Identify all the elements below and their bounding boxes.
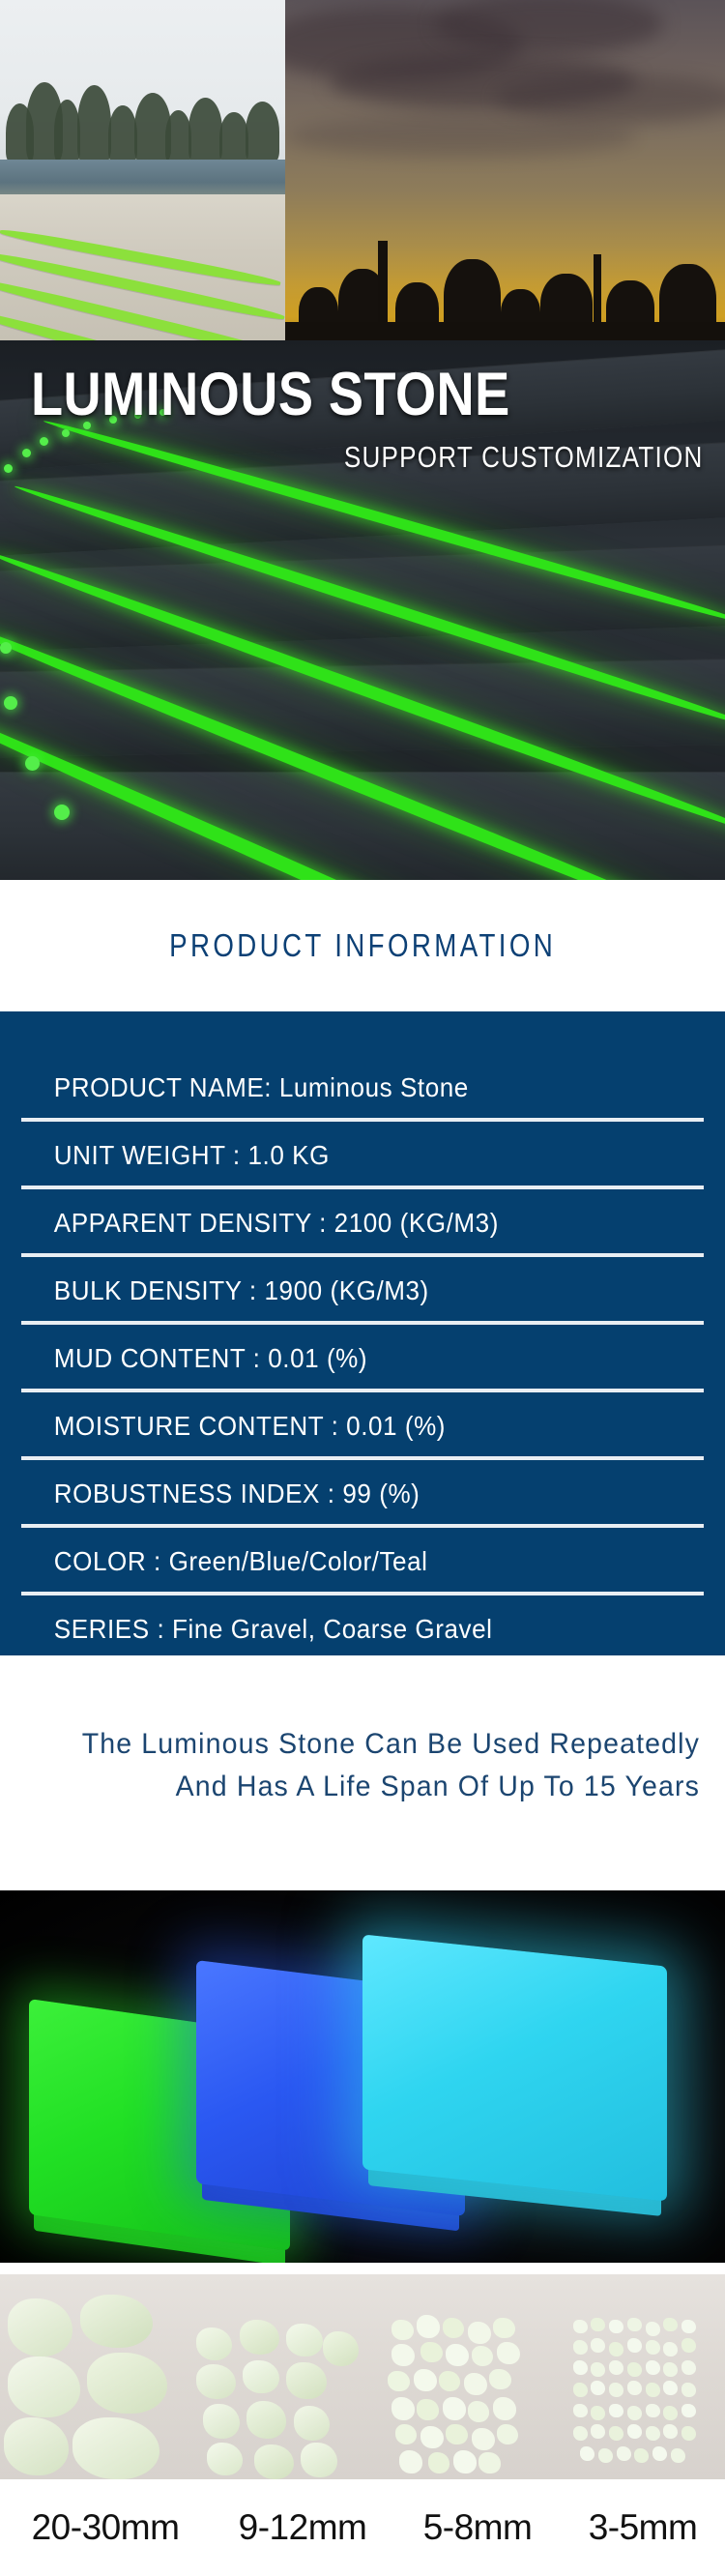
spec-moisture-content: MOISTURE CONTENT : 0.01 (%): [53, 1411, 447, 1441]
spec-bulk-density: BULK DENSITY : 1900 (KG/M3): [53, 1275, 429, 1305]
row-divider: [21, 1524, 704, 1528]
spec-row: MOISTURE CONTENT : 0.01 (%): [0, 1392, 725, 1460]
spec-color: COLOR : Green/Blue/Color/Teal: [53, 1546, 428, 1576]
spec-row: SERIES : Fine Gravel, Coarse Gravel: [0, 1595, 725, 1663]
row-divider: [21, 1389, 704, 1392]
tagline-text: The Luminous Stone Can Be Used Repeatedl…: [81, 1727, 700, 1802]
page-title: LUMINOUS STONE: [31, 361, 510, 428]
glowing-slabs-photo: [0, 1890, 725, 2263]
spec-row: ROBUSTNESS INDEX : 99 (%): [0, 1460, 725, 1528]
hero-banner: LUMINOUS STONE SUPPORT CUSTOMIZATION: [0, 0, 725, 880]
spec-row: BULK DENSITY : 1900 (KG/M3): [0, 1257, 725, 1325]
row-divider: [21, 1118, 704, 1122]
spec-row: APPARENT DENSITY : 2100 (KG/M3): [0, 1189, 725, 1257]
size-label-3-5mm: 3-5mm: [588, 2507, 698, 2547]
daytime-tree-line: [0, 74, 285, 163]
night-steps-photo: [0, 340, 725, 880]
size-labels-row: 20-30mm 9-12mm 5-8mm 3-5mm: [0, 2479, 725, 2576]
product-information-heading: PRODUCT INFORMATION: [0, 880, 725, 1011]
size-label-20-30mm: 20-30mm: [31, 2507, 180, 2547]
spec-row: UNIT WEIGHT : 1.0 KG: [0, 1122, 725, 1189]
row-divider: [21, 1253, 704, 1257]
teal-slab-face: [362, 1934, 667, 2201]
spec-unit-weight: UNIT WEIGHT : 1.0 KG: [53, 1140, 330, 1170]
size-label-5-8mm: 5-8mm: [422, 2507, 533, 2547]
size-label-9-12mm: 9-12mm: [238, 2507, 367, 2547]
spec-apparent-density: APPARENT DENSITY : 2100 (KG/M3): [53, 1208, 499, 1238]
dusk-sky-photo: [285, 0, 725, 340]
row-divider: [21, 1456, 704, 1460]
lifespan-tagline: The Luminous Stone Can Be Used Repeatedl…: [0, 1655, 725, 1890]
daytime-plaza-steps: [0, 193, 285, 340]
teal-slab: [362, 1934, 667, 2216]
spec-robustness-index: ROBUSTNESS INDEX : 99 (%): [53, 1478, 420, 1508]
spec-series: SERIES : Fine Gravel, Coarse Gravel: [53, 1614, 493, 1644]
daytime-steps-photo: [0, 0, 285, 340]
section-heading-text: PRODUCT INFORMATION: [168, 927, 557, 963]
spec-product-name: PRODUCT NAME: Luminous Stone: [53, 1072, 469, 1102]
hero-subtitle: SUPPORT CUSTOMIZATION: [344, 440, 704, 474]
row-divider: [21, 1592, 704, 1595]
specifications-panel: PRODUCT NAME: Luminous Stone UNIT WEIGHT…: [0, 1011, 725, 1655]
row-divider: [21, 1186, 704, 1189]
row-divider: [21, 1321, 704, 1325]
spec-row: PRODUCT NAME: Luminous Stone: [0, 1054, 725, 1122]
dusk-tree-silhouettes: [285, 224, 725, 340]
hero-top-split-photo: [0, 0, 725, 340]
spec-row: MUD CONTENT : 0.01 (%): [0, 1325, 725, 1392]
daytime-water: [0, 160, 285, 198]
spec-mud-content: MUD CONTENT : 0.01 (%): [53, 1343, 368, 1373]
gravel-size-samples-photo: [0, 2274, 725, 2479]
spec-row: COLOR : Green/Blue/Color/Teal: [0, 1528, 725, 1595]
